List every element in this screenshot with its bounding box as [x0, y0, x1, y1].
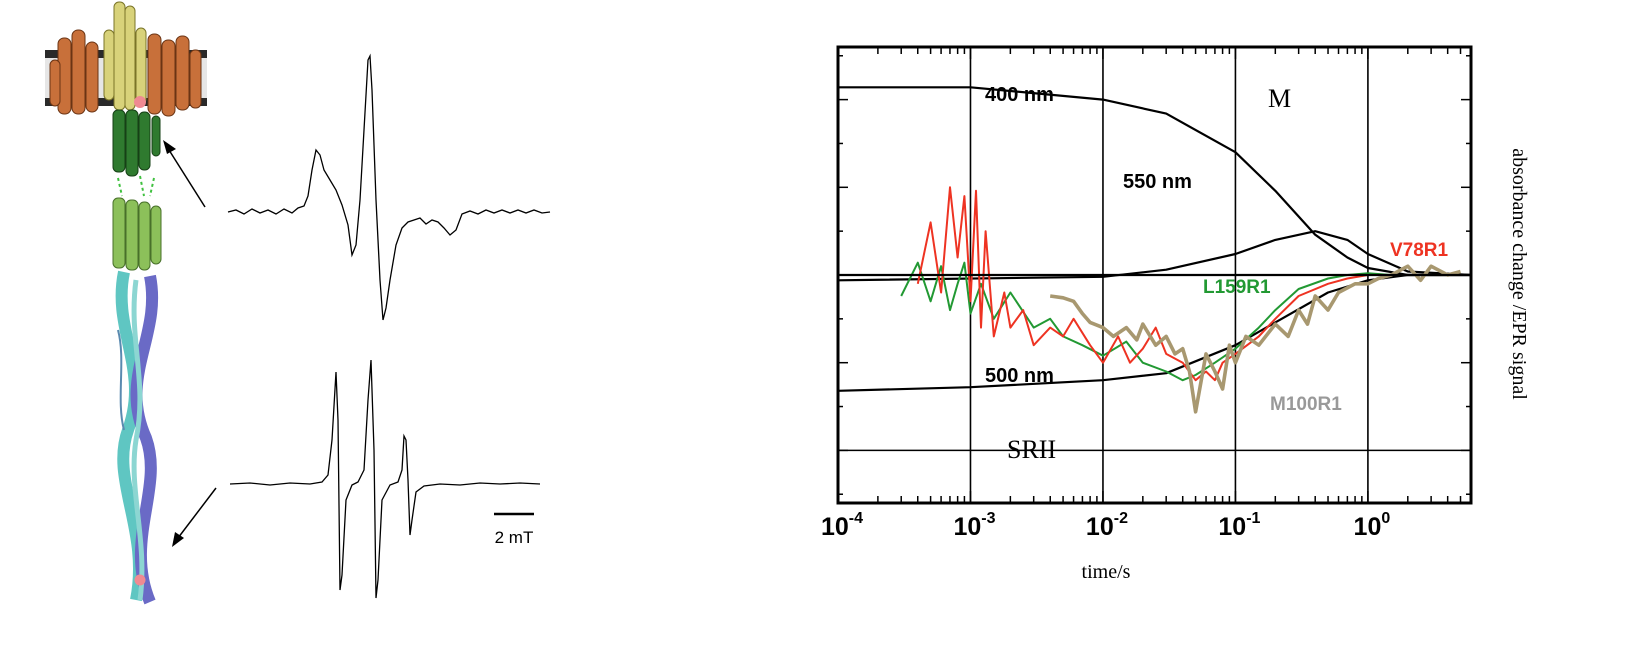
annotation-550nm: 550 nm — [1123, 171, 1192, 193]
y-axis-label: absorbance change /EPR signal — [1508, 148, 1530, 400]
annotation-m: M — [1268, 84, 1291, 113]
series-label-v78r1: V78R1 — [1390, 240, 1449, 261]
arrow-bottom-icon — [172, 487, 217, 547]
epr-spectrum-top — [227, 53, 551, 321]
series-line-3 — [900, 261, 1461, 382]
annotation-400nm: 400 nm — [985, 84, 1054, 106]
series-line-4 — [916, 186, 1461, 382]
series-line-0 — [838, 86, 1471, 277]
chart-ticks — [837, 47, 1472, 503]
scale-bar: 2 mT — [494, 512, 534, 547]
x-tick-label: 100 — [1354, 510, 1391, 541]
chart: 10-4 10-3 10-2 10-1 100 400 nm 550 nm 500 nm… — [821, 45, 1530, 583]
x-tick-label: 10-4 — [821, 510, 863, 541]
arrow-top-icon — [163, 140, 206, 208]
series-label-m100r1: M100R1 — [1270, 394, 1342, 415]
annotation-srii: SRII — [1007, 435, 1056, 464]
protein-structure-illustration — [45, 1, 207, 605]
spin-label-site-top-icon — [134, 96, 146, 108]
epr-spectrum-bottom — [229, 359, 541, 599]
x-tick-labels: 10-4 10-3 10-2 10-1 100 — [821, 510, 1390, 541]
x-tick-label: 10-2 — [1086, 510, 1128, 541]
annotation-500nm: 500 nm — [985, 365, 1054, 387]
series-line-5 — [1049, 264, 1461, 414]
scale-bar-label: 2 mT — [495, 528, 534, 547]
x-axis-label: time/s — [1082, 561, 1131, 583]
spin-label-site-bottom-icon — [134, 574, 146, 586]
x-tick-label: 10-1 — [1218, 510, 1260, 541]
series-label-l159r1: L159R1 — [1203, 277, 1271, 298]
x-tick-label: 10-3 — [953, 510, 995, 541]
chart-series-group — [837, 86, 1472, 414]
series-line-1 — [837, 230, 1472, 282]
